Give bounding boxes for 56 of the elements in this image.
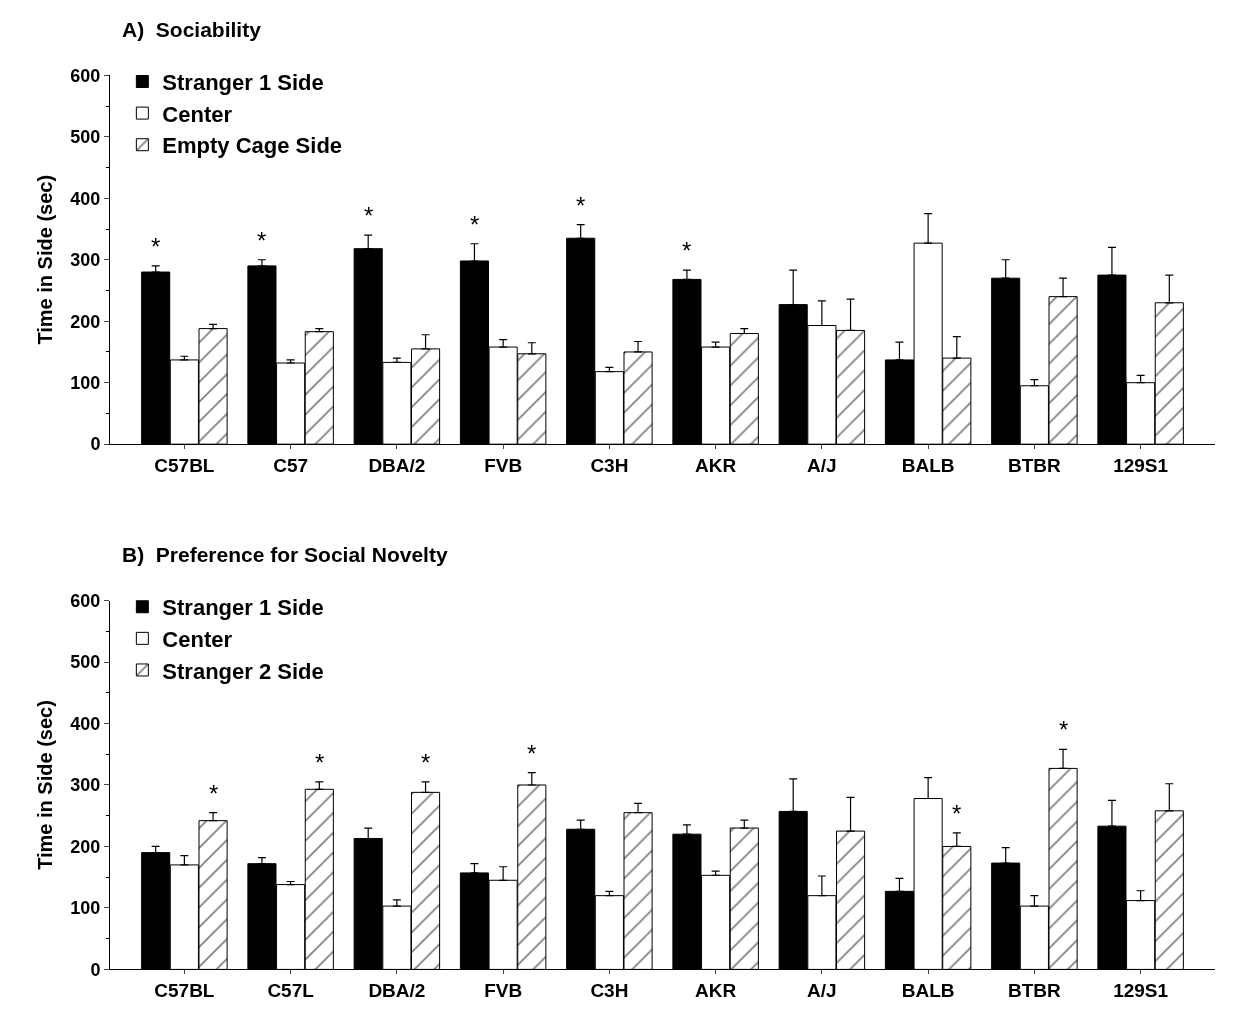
legend-label: Stranger 1 Side (162, 595, 324, 621)
y-axis-title: Time in Side (sec) (33, 174, 56, 345)
x-tick-label: DBA/2 (368, 980, 426, 1002)
x-tick-label: FVB (484, 980, 523, 1002)
y-tick-label: 500 (70, 127, 101, 148)
x-tick-label: AKR (695, 980, 737, 1002)
annotation: * (364, 202, 374, 229)
y-tick-label: 0 (90, 434, 101, 455)
x-tick-label: BALB (901, 454, 955, 476)
y-axis-title: Time in Side (sec) (33, 700, 56, 870)
x-tick-label: DBA/2 (368, 454, 426, 476)
x-tick-label: C57 (273, 454, 309, 476)
annotation: * (421, 749, 431, 776)
x-tick-label: AKR (695, 454, 737, 476)
x-tick-label: BTBR (1007, 980, 1062, 1002)
y-tick-label: 300 (70, 775, 101, 796)
x-tick-label: C57BL (154, 454, 215, 476)
legend-label: Center (162, 101, 233, 127)
x-tick-label: BTBR (1007, 454, 1062, 476)
annotation: * (952, 800, 962, 827)
x-tick-label: C57L (267, 980, 315, 1002)
annotation: * (257, 227, 267, 254)
y-tick-label: 600 (70, 590, 101, 611)
annotation: * (576, 192, 586, 219)
x-tick-label: FVB (484, 454, 523, 476)
x-tick-label: 129S1 (1113, 980, 1169, 1002)
legend-label: Stranger 1 Side (162, 70, 324, 96)
annotation: * (527, 740, 537, 767)
x-tick-label: C3H (590, 454, 629, 476)
annotation: * (470, 211, 480, 238)
y-tick-label: 600 (70, 65, 101, 86)
annotation: * (1059, 716, 1069, 743)
x-tick-label: A/J (807, 980, 837, 1002)
chart-title: B) Preference for Social Novelty (122, 543, 448, 566)
y-tick-label: 400 (70, 188, 101, 209)
x-tick-label: 129S1 (1113, 454, 1169, 476)
x-tick-label: C57BL (154, 980, 215, 1002)
y-tick-label: 200 (70, 836, 101, 857)
y-tick-label: 0 (90, 959, 101, 980)
y-tick-label: 100 (70, 898, 101, 919)
annotation: * (209, 780, 219, 807)
y-tick-label: 400 (70, 713, 101, 734)
y-tick-label: 500 (70, 652, 101, 673)
annotation: * (151, 233, 161, 260)
annotation: * (315, 749, 325, 776)
annotation: * (682, 237, 692, 264)
y-tick-label: 200 (70, 311, 101, 332)
x-tick-label: A/J (807, 454, 837, 476)
x-tick-label: BALB (901, 980, 955, 1002)
y-tick-label: 100 (70, 373, 101, 393)
legend-label: Empty Cage Side (162, 133, 343, 159)
legend-label: Center (162, 626, 233, 652)
legend-label: Stranger 2 Side (162, 658, 324, 684)
y-tick-label: 300 (70, 250, 101, 271)
x-tick-label: C3H (590, 980, 629, 1002)
chart-title: A) Sociability (122, 18, 262, 41)
